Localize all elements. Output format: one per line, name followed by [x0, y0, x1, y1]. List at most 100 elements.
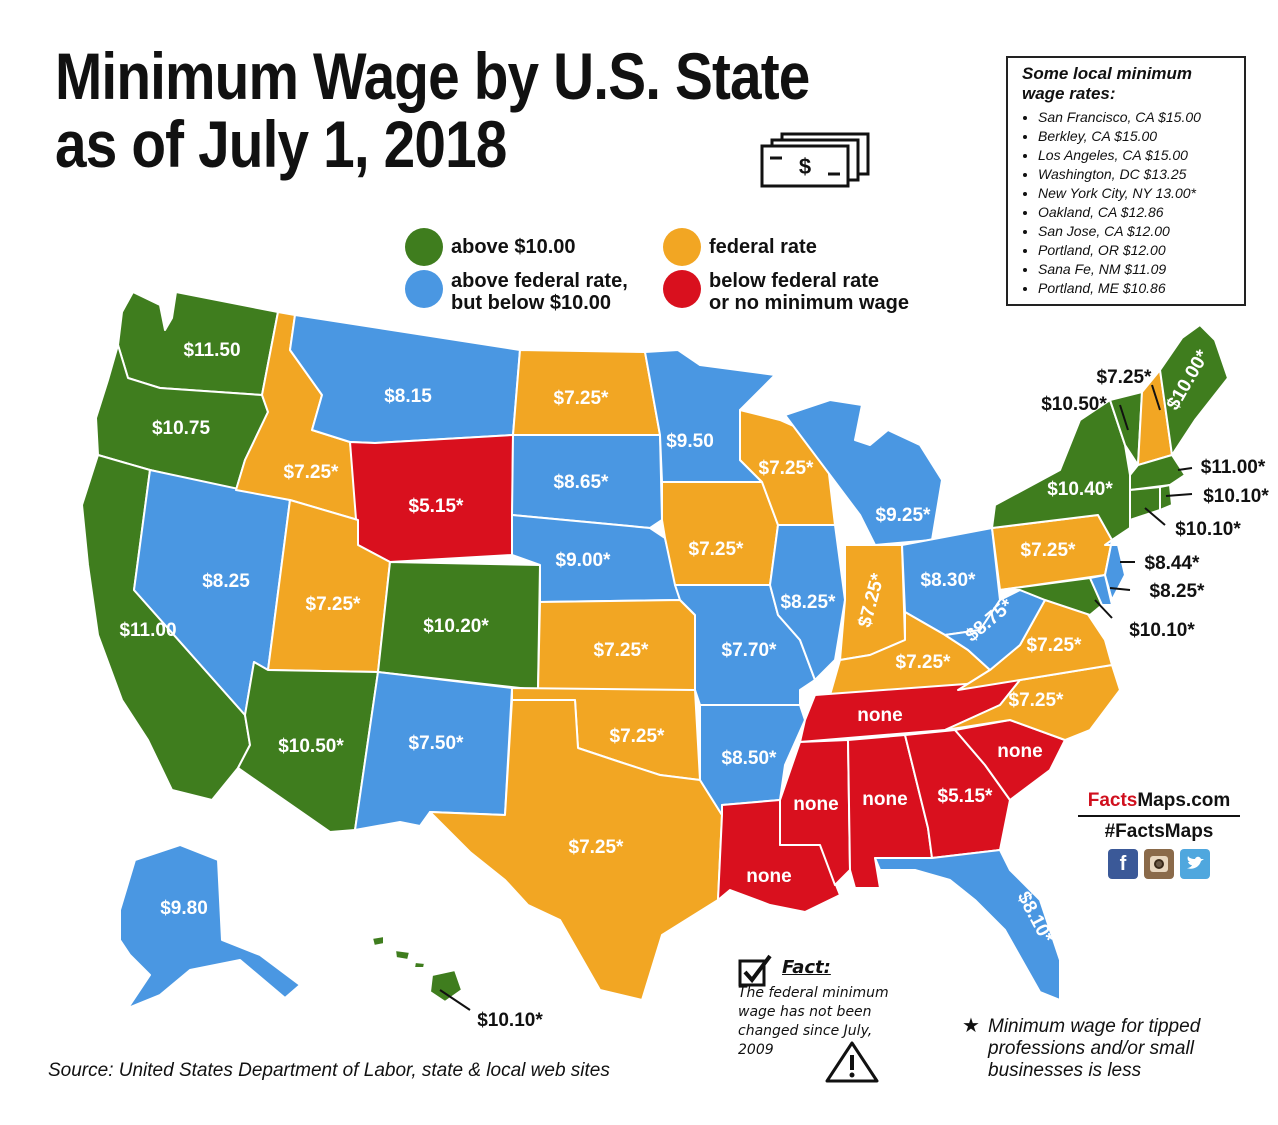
- legend-swatch-orange: [663, 228, 701, 266]
- legend-label: or no minimum wage: [709, 292, 910, 314]
- label-MO: $7.70*: [722, 640, 778, 661]
- label-PA: $7.25*: [1021, 540, 1077, 561]
- label-NH: $7.25*: [1097, 367, 1153, 388]
- list-item: San Francisco, CA $15.00: [1038, 108, 1234, 127]
- brand-hashtag: #FactsMaps: [1104, 821, 1214, 842]
- fact-note: Fact: The federal minimum wage has not b…: [738, 953, 908, 1060]
- label-VA: $7.25*: [1027, 635, 1083, 656]
- list-item: Oakland, CA $12.86: [1038, 203, 1234, 222]
- label-OR: $10.75: [152, 418, 211, 439]
- label-LA: none: [746, 866, 791, 887]
- label-AZ: $10.50*: [278, 736, 344, 757]
- local-rates-list: San Francisco, CA $15.00 Berkley, CA $15…: [1018, 108, 1234, 298]
- state-MT[interactable]: [289, 314, 521, 444]
- brand-site-part-2: Maps.com: [1137, 790, 1231, 811]
- legend-item-federal-rate: federal rate: [663, 228, 817, 266]
- external-labels: $7.25* $10.50* $11.00* $10.10* $10.10* $…: [160, 367, 1269, 1031]
- label-WI: $7.25*: [759, 458, 815, 479]
- label-NJ: $8.44*: [1145, 553, 1201, 574]
- label-NM: $7.50*: [409, 733, 465, 754]
- label-MD: $10.10*: [1129, 620, 1195, 641]
- label-KS: $7.25*: [594, 640, 650, 661]
- state-MI[interactable]: [784, 399, 943, 546]
- state-AK[interactable]: [119, 844, 301, 1009]
- list-item: Los Angeles, CA $15.00: [1038, 146, 1234, 165]
- brand-site[interactable]: FactsMaps.com: [1078, 790, 1240, 817]
- state-HI[interactable]: [429, 969, 463, 1003]
- legend-swatch-red: [663, 270, 701, 308]
- list-item: Portland, OR $12.00: [1038, 241, 1234, 260]
- legend-label: below federal rate: [709, 270, 880, 292]
- state-SD[interactable]: [511, 434, 663, 529]
- label-AL: none: [862, 789, 907, 810]
- fact-body: The federal minimum wage has not been ch…: [738, 985, 889, 1058]
- dollar-bills-icon: $: [760, 132, 870, 188]
- brand-block: FactsMaps.com #FactsMaps f: [1078, 790, 1240, 879]
- legend-item-below-federal: below federal rate or no minimum wage: [663, 270, 909, 314]
- local-rates-box: Some local minimum wage rates: San Franc…: [1006, 56, 1246, 306]
- label-CA: $11.00: [119, 620, 176, 641]
- legend-label: above federal rate,: [451, 270, 628, 292]
- svg-text:$: $: [799, 154, 811, 179]
- label-OH: $8.30*: [921, 570, 977, 591]
- label-VT: $10.50*: [1041, 394, 1107, 415]
- list-item: Washington, DC $13.25: [1038, 165, 1234, 184]
- label-CT: $10.10*: [1175, 519, 1241, 540]
- state-CT[interactable]: [1129, 486, 1161, 521]
- label-DE: $8.25*: [1150, 581, 1206, 602]
- state-TX[interactable]: [429, 699, 723, 1001]
- state-ME[interactable]: [1159, 324, 1229, 456]
- legend-swatch-green: [405, 228, 443, 266]
- label-WA: $11.50: [183, 340, 240, 361]
- label-MS: none: [793, 794, 838, 815]
- social-icons: f: [1078, 849, 1240, 879]
- label-RI: $10.10*: [1203, 486, 1269, 507]
- state-HI-islands: [371, 935, 426, 969]
- label-ND: $7.25*: [554, 388, 610, 409]
- label-MT: $8.15: [384, 386, 432, 407]
- label-NE: $9.00*: [556, 550, 612, 571]
- local-rates-heading-line-1: Some local minimum: [1022, 64, 1193, 83]
- checkbox-icon: [738, 954, 772, 987]
- footnote-text: Minimum wage for tipped professions and/…: [988, 1016, 1201, 1081]
- state-RI[interactable]: [1159, 484, 1173, 511]
- state-IA[interactable]: [661, 481, 779, 586]
- state-IL[interactable]: [769, 524, 846, 681]
- instagram-icon[interactable]: [1144, 849, 1174, 879]
- legend-item-above-10: above $10.00: [405, 228, 576, 266]
- footnote: ★ Minimum wage for tipped professions an…: [962, 1015, 1246, 1082]
- legend-item-above-federal: above federal rate, but below $10.00: [405, 270, 628, 314]
- facebook-icon[interactable]: f: [1108, 849, 1138, 879]
- label-OK: $7.25*: [610, 726, 666, 747]
- list-item: Berkley, CA $15.00: [1038, 127, 1234, 146]
- label-NY: $10.40*: [1047, 479, 1113, 500]
- label-UT: $7.25*: [306, 594, 362, 615]
- label-IA: $7.25*: [689, 539, 745, 560]
- label-NV: $8.25: [202, 571, 250, 592]
- label-SD: $8.65*: [554, 472, 610, 493]
- brand-site-part-1: Facts: [1087, 790, 1138, 811]
- twitter-icon[interactable]: [1180, 849, 1210, 879]
- label-GA: $5.15*: [938, 786, 994, 807]
- label-NC: $7.25*: [1009, 690, 1065, 711]
- label-MA: $11.00*: [1201, 457, 1266, 478]
- label-AR: $8.50*: [722, 748, 778, 769]
- state-NY[interactable]: [991, 399, 1131, 541]
- label-IL: $8.25*: [781, 592, 837, 613]
- state-NC[interactable]: [944, 664, 1121, 741]
- list-item: Portland, ME $10.86: [1038, 279, 1234, 298]
- fact-heading: Fact:: [782, 957, 831, 978]
- legend-label: but below $10.00: [451, 292, 612, 314]
- local-rates-heading-line-2: wage rates:: [1022, 84, 1116, 103]
- legend-label: federal rate: [709, 236, 817, 258]
- title-line-2: as of July 1, 2018: [55, 107, 507, 181]
- state-FL[interactable]: [874, 849, 1061, 1001]
- label-MI: $9.25*: [876, 505, 932, 526]
- list-item: Sana Fe, NM $11.09: [1038, 260, 1234, 279]
- star-icon: ★: [962, 1015, 980, 1037]
- label-TN: none: [857, 705, 902, 726]
- source-credit: Source: United States Department of Labo…: [48, 1060, 610, 1081]
- warning-icon: [825, 1041, 879, 1083]
- local-rates-heading: Some local minimum wage rates:: [1022, 64, 1234, 104]
